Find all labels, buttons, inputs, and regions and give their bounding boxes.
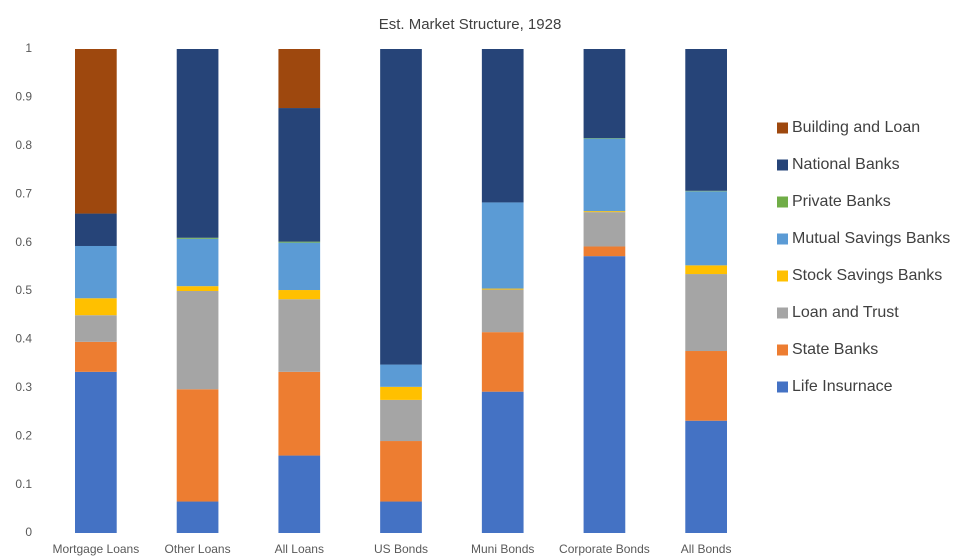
bar-segment [75, 341, 117, 372]
bar-segment [685, 191, 727, 266]
bar-segment [481, 49, 524, 203]
bar-segment [278, 242, 321, 291]
y-tick-label: 0.5 [15, 283, 32, 297]
legend-label: Stock Savings Banks [792, 267, 942, 284]
legend-swatch [777, 159, 788, 171]
bar-segment [685, 49, 727, 191]
legend-swatch [777, 344, 788, 356]
bar-segment [583, 256, 626, 533]
legend-swatch [777, 233, 788, 245]
bar-segment [278, 108, 321, 242]
chart-title: Est. Market Structure, 1928 [379, 16, 562, 33]
bar-segment [176, 389, 219, 502]
legend-swatch [777, 270, 788, 282]
bar-segment [75, 245, 117, 299]
legend-label: Life Insurnace [792, 378, 893, 395]
legend-label: State Banks [792, 341, 878, 358]
bar-segment [176, 238, 219, 287]
x-tick-label: Corporate Bonds [559, 542, 650, 556]
legend-label: National Banks [792, 156, 900, 173]
bar-segment [380, 49, 422, 365]
bar-segment [176, 291, 219, 390]
bar-segment [685, 420, 727, 533]
x-tick-label: Muni Bonds [471, 542, 534, 556]
bar-segment [176, 49, 219, 238]
bar-segment [75, 371, 117, 533]
bar-segment [75, 315, 117, 342]
y-tick-label: 0.2 [15, 428, 32, 442]
x-tick-label: US Bonds [374, 542, 428, 556]
legend-swatch [777, 196, 788, 208]
bar-segment [583, 246, 626, 257]
bar-segment [75, 298, 117, 316]
bar-segment [685, 351, 727, 421]
bar-segment [481, 391, 524, 533]
x-tick-label: Mortgage Loans [52, 542, 139, 556]
bar-segment [481, 288, 524, 290]
legend-label: Building and Loan [792, 119, 920, 136]
y-tick-label: 0.8 [15, 138, 32, 152]
x-tick-label: All Bonds [681, 542, 732, 556]
bar-segment [481, 202, 524, 289]
bar-segment [278, 241, 321, 243]
y-tick-label: 0.1 [15, 477, 32, 491]
bar-segment [380, 399, 422, 442]
y-tick-label: 0.4 [15, 332, 32, 346]
legend-swatch [777, 122, 788, 134]
bar-segment [583, 211, 626, 213]
bar-segment [176, 286, 219, 291]
legend-label: Mutual Savings Banks [792, 230, 950, 247]
bar-segment [685, 274, 727, 352]
legend-swatch [777, 307, 788, 319]
bar-segment [380, 386, 422, 400]
x-tick-label: Other Loans [165, 542, 231, 556]
bar-segment [481, 332, 524, 392]
legend-label: Private Banks [792, 193, 891, 210]
bar-segment [278, 49, 321, 109]
bar-segment [685, 265, 727, 275]
bar-segment [583, 138, 626, 212]
bar-segment [380, 501, 422, 533]
y-tick-label: 0 [25, 525, 32, 539]
y-tick-label: 0.7 [15, 186, 32, 200]
y-tick-label: 0.9 [15, 90, 32, 104]
legend-label: Loan and Trust [792, 304, 899, 321]
bar-segment [278, 290, 321, 300]
bar-segment [481, 289, 524, 333]
x-tick-label: All Loans [275, 542, 324, 556]
bar-segment [583, 49, 626, 139]
bar-segment [176, 237, 219, 239]
bar-segment [176, 501, 219, 533]
bar-segment [278, 455, 321, 533]
bar-segment [380, 364, 422, 387]
legend-swatch [777, 381, 788, 393]
bar-segment [75, 49, 117, 214]
bar-segment [583, 212, 626, 247]
y-tick-label: 0.3 [15, 380, 32, 394]
bar-segment [278, 371, 321, 456]
y-tick-label: 1 [25, 41, 32, 55]
bar-segment [75, 213, 117, 246]
y-tick-label: 0.6 [15, 235, 32, 249]
bar-segment [278, 299, 321, 372]
bar-segment [380, 441, 422, 502]
